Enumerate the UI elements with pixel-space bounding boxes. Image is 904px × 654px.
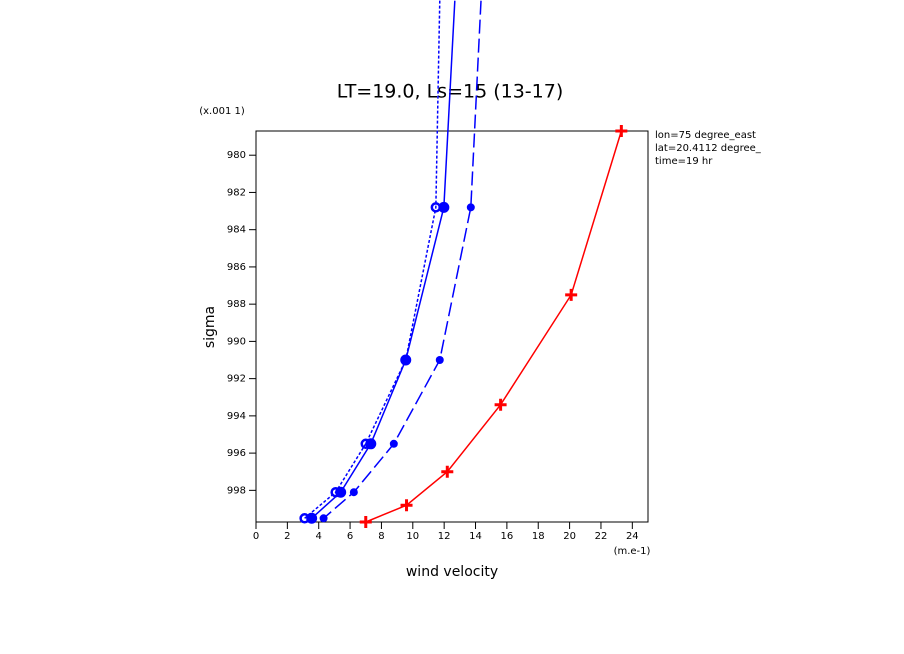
y-tick-label: 986 [227,262,246,273]
x-tick-label: 12 [438,531,451,542]
marker [299,513,310,524]
series-line [323,0,482,519]
y-tick-label: 984 [227,225,246,236]
y-tick-label: 998 [227,485,246,496]
x-tick-label: 0 [253,531,259,542]
marker [389,439,398,448]
x-tick-label: 10 [406,531,419,542]
plot-frame [255,130,649,523]
marker [438,201,450,213]
x-tick-label: 18 [532,531,545,542]
marker [565,288,578,301]
x-tick-label: 20 [563,531,576,542]
marker [359,516,372,528]
annotation: lon=75 degree_east [655,130,756,141]
marker [360,438,372,450]
x-tick-label: 22 [595,531,608,542]
x-tick-label: 16 [501,531,514,542]
marker [435,356,444,365]
x-axis-label: wind velocity [406,564,498,580]
annotation: time=19 hr [655,156,713,167]
y-tick-label: 990 [227,336,246,347]
marker [400,499,413,512]
marker [615,125,628,137]
y-units: (x.001 1) [199,106,245,117]
x-tick-label: 6 [347,531,353,542]
x-units: (m.e-1) [614,546,651,557]
x-tick-label: 14 [469,531,482,542]
series-line [311,0,456,519]
marker [466,203,475,212]
annotation: lat=20.4112 degree_ [655,143,762,154]
y-tick-label: 988 [227,299,246,310]
marker [430,202,442,213]
y-tick-label: 980 [227,150,246,161]
y-axis-label: sigma [202,306,218,348]
y-tick-label: 992 [227,374,246,385]
y-tick-label: 996 [227,448,246,459]
marker [330,486,341,498]
marker [319,514,328,523]
x-tick-label: 4 [316,531,322,542]
marker [441,465,454,478]
series-line [365,130,623,523]
x-tick-label: 24 [626,531,639,542]
y-tick-label: 982 [227,187,246,198]
x-tick-label: 8 [378,531,384,542]
series-line [304,0,441,519]
x-tick-label: 2 [284,531,290,542]
marker [494,398,507,411]
marker [349,488,358,497]
y-tick-label: 994 [227,411,246,422]
marker [400,354,411,366]
